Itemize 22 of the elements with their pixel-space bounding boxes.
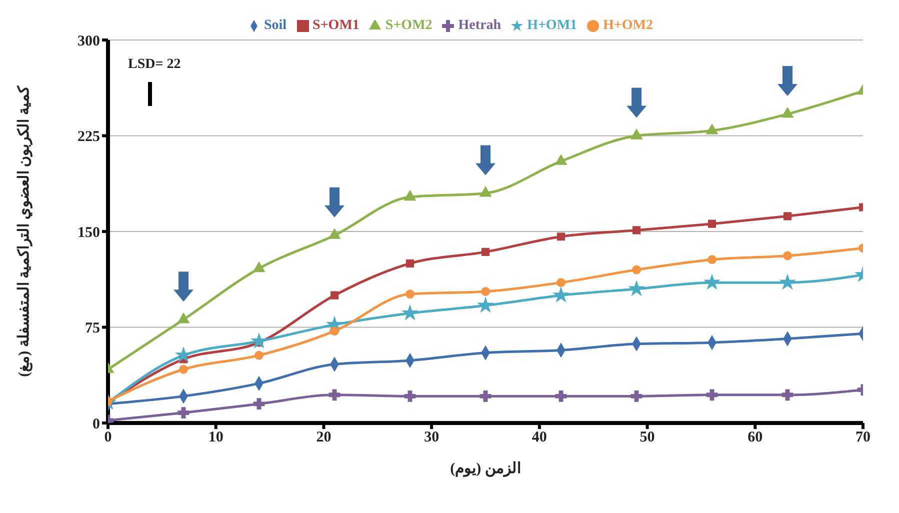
legend-label: H+OM1 [527, 18, 578, 33]
x-tick-label: 10 [208, 430, 224, 446]
x-tick-label: 30 [424, 430, 440, 446]
x-tick-label: 40 [532, 430, 547, 446]
y-axis-title: كمية الكربون العضوي التراكمية المتفسفلة (مغ) [16, 85, 34, 377]
x-tick-label: 20 [316, 430, 332, 446]
x-tick-label: 50 [640, 430, 655, 446]
x-tick-label: 0 [104, 430, 112, 446]
y-tick-label: 225 [78, 129, 100, 146]
annotation: LSD= 22 [128, 57, 181, 72]
x-tick-label: 60 [748, 430, 763, 446]
y-tick-label: 0 [92, 416, 100, 432]
legend-label: H+OM2 [603, 18, 654, 33]
legend-label: Soil [264, 18, 287, 33]
y-tick-label: 300 [78, 33, 100, 50]
x-tick-label: 70 [856, 430, 870, 446]
y-tick-label: 150 [78, 224, 100, 241]
legend-label: S+OM2 [385, 18, 432, 33]
x-axis-title: الزمن (يوم) [450, 461, 521, 477]
legend-label: S+OM1 [312, 18, 360, 33]
y-tick-label: 75 [85, 320, 100, 337]
legend-label: Hetrah [458, 18, 502, 33]
